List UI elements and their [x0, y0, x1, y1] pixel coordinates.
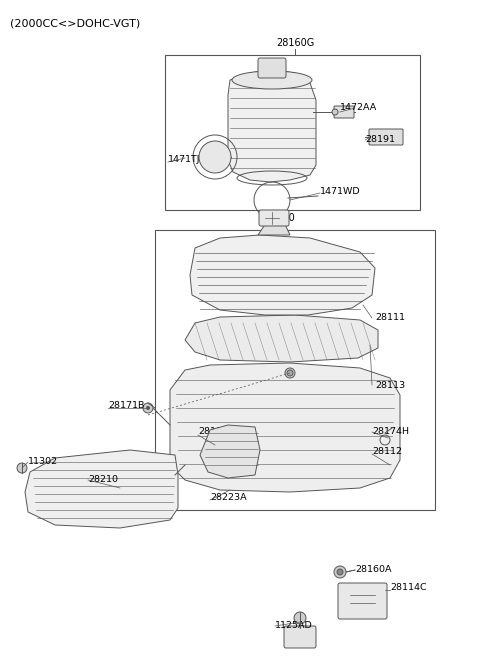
Text: 28114C: 28114C	[390, 583, 427, 592]
Polygon shape	[200, 425, 260, 478]
Text: 28112: 28112	[372, 448, 402, 457]
Circle shape	[199, 141, 231, 173]
Text: (2000CC<>DOHC-VGT): (2000CC<>DOHC-VGT)	[10, 18, 140, 28]
Text: 1471TJ: 1471TJ	[168, 156, 201, 164]
Text: 28113: 28113	[375, 381, 405, 389]
Circle shape	[287, 370, 293, 376]
Text: 28111: 28111	[375, 314, 405, 322]
Circle shape	[334, 566, 346, 578]
Polygon shape	[25, 450, 178, 528]
Circle shape	[332, 109, 338, 115]
Circle shape	[337, 569, 343, 575]
FancyBboxPatch shape	[369, 129, 403, 145]
Circle shape	[143, 403, 153, 413]
Text: 1125AD: 1125AD	[275, 620, 313, 630]
FancyBboxPatch shape	[284, 626, 316, 648]
Text: 11302: 11302	[28, 457, 58, 467]
Text: 28174H: 28174H	[372, 428, 409, 436]
Polygon shape	[170, 363, 400, 492]
Text: 28110: 28110	[264, 213, 295, 223]
Text: 28160A: 28160A	[355, 565, 392, 575]
Polygon shape	[228, 70, 316, 182]
Text: 28191: 28191	[365, 136, 395, 144]
Polygon shape	[190, 235, 375, 315]
Text: 28171B: 28171B	[108, 401, 144, 410]
FancyBboxPatch shape	[334, 106, 354, 118]
FancyBboxPatch shape	[259, 210, 289, 226]
Circle shape	[146, 406, 150, 410]
Bar	[155, 230, 435, 510]
FancyBboxPatch shape	[258, 58, 286, 78]
Text: 28223A: 28223A	[210, 493, 247, 502]
Text: 28117F: 28117F	[198, 428, 233, 436]
Circle shape	[285, 368, 295, 378]
Text: 28160G: 28160G	[276, 38, 314, 48]
Circle shape	[294, 612, 306, 624]
Circle shape	[17, 463, 27, 473]
Text: 1471WD: 1471WD	[320, 187, 360, 197]
Ellipse shape	[232, 71, 312, 89]
Text: 1472AA: 1472AA	[340, 103, 377, 113]
Polygon shape	[185, 315, 378, 362]
Text: 28210: 28210	[88, 475, 118, 485]
FancyBboxPatch shape	[338, 583, 387, 619]
Bar	[165, 55, 420, 210]
Polygon shape	[258, 218, 290, 235]
